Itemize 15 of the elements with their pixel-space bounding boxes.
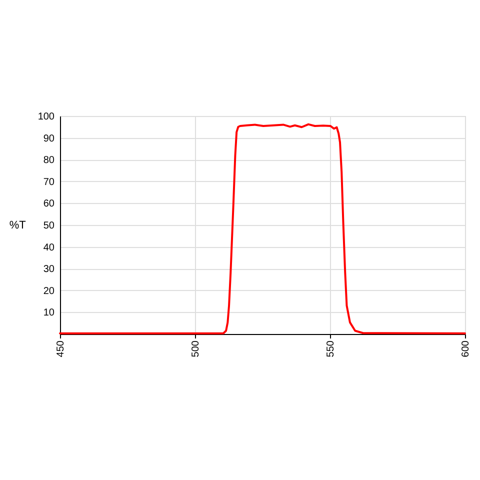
x-tick-label: 600 bbox=[460, 340, 472, 358]
x-tick-label: 550 bbox=[326, 340, 336, 358]
y-tick-label: 50 bbox=[43, 220, 55, 232]
y-tick-label: 20 bbox=[43, 286, 55, 297]
y-tick-label: 30 bbox=[43, 264, 55, 276]
y-tick-label: 90 bbox=[43, 133, 55, 144]
y-tick-label: 10 bbox=[43, 308, 55, 319]
x-tick-label: 450 bbox=[56, 340, 66, 358]
y-tick-label: 80 bbox=[43, 155, 55, 166]
y-axis-title: %T bbox=[9, 220, 26, 232]
y-tick-label: 70 bbox=[43, 176, 55, 188]
x-tick-label: 500 bbox=[190, 340, 202, 358]
y-tick-label: 60 bbox=[43, 198, 55, 210]
y-tick-label: 40 bbox=[43, 242, 55, 254]
y-tick-label: 100 bbox=[38, 112, 55, 122]
